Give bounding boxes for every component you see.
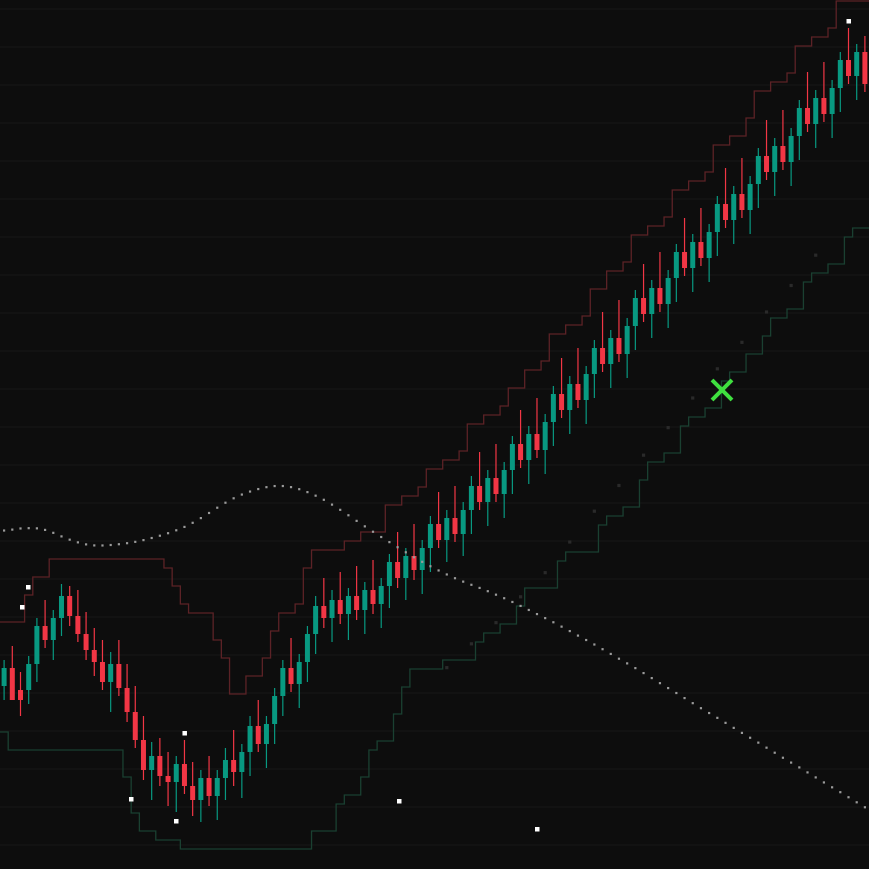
faint-dotted-indicator-series [445, 253, 818, 670]
lower-band-series [0, 227, 869, 850]
upper-band-series [0, 0, 869, 695]
gridline-group [0, 8, 869, 846]
dotted-indicator-series [2, 484, 867, 809]
high-marker-series [20, 19, 852, 832]
entry-cross-marker[interactable] [710, 378, 734, 402]
candlestick-series [1, 28, 868, 822]
